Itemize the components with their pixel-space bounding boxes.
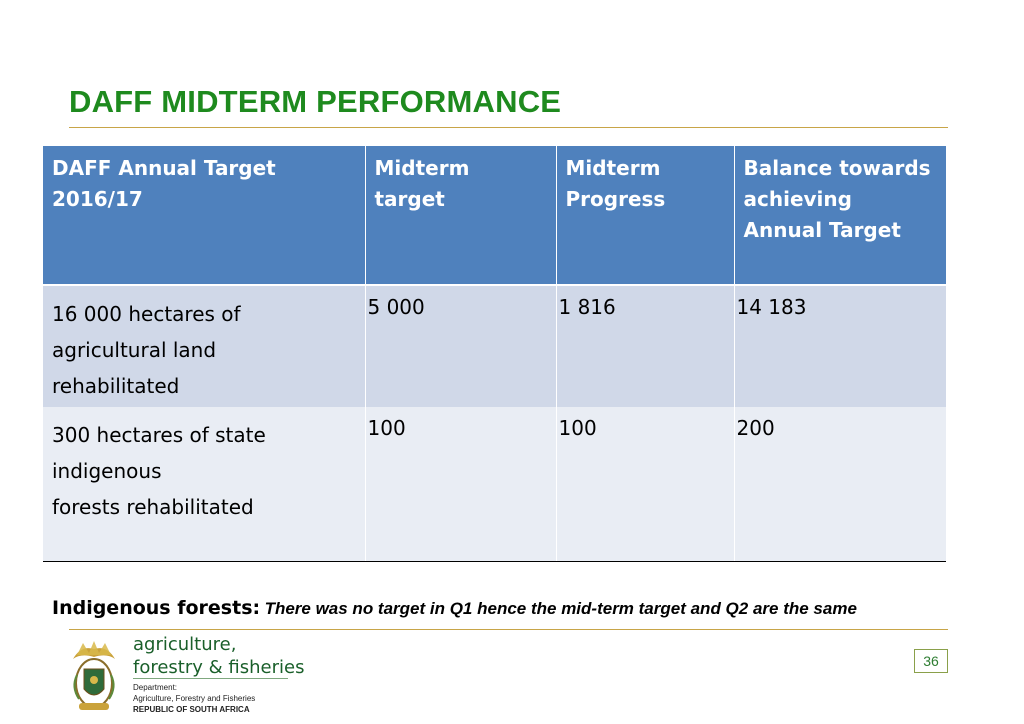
header-balance: Balance towards achieving Annual Target xyxy=(734,146,946,286)
cell-midterm-target: 5 000 xyxy=(365,285,557,407)
cell-target: 16 000 hectares of agricultural land reh… xyxy=(43,285,366,407)
footnote-label: Indigenous forests: xyxy=(52,597,261,619)
page-number: 36 xyxy=(914,649,948,673)
cell-midterm-progress: 1 816 xyxy=(556,285,735,407)
cell-midterm-progress: 100 xyxy=(556,407,735,562)
department-full-name: Agriculture, Forestry and Fisheries xyxy=(133,694,256,703)
table-row: 300 hectares of state indigenous forests… xyxy=(43,407,946,562)
cell-balance: 200 xyxy=(734,407,946,562)
header-midterm-target: Midterm target xyxy=(365,146,557,286)
footnote: Indigenous forests: There was no target … xyxy=(52,597,857,619)
cell-balance: 14 183 xyxy=(734,285,946,407)
table-header-row: DAFF Annual Target 2016/17 Midterm targe… xyxy=(43,146,946,286)
department-divider xyxy=(133,678,288,679)
cell-midterm-target: 100 xyxy=(365,407,557,562)
country-name: REPUBLIC OF SOUTH AFRICA xyxy=(133,705,250,714)
department-label: Department: xyxy=(133,683,178,692)
performance-table: DAFF Annual Target 2016/17 Midterm targe… xyxy=(43,146,946,562)
table-row: 16 000 hectares of agricultural land reh… xyxy=(43,285,946,407)
department-name: agriculture, forestry & fisheries xyxy=(133,634,305,678)
footnote-text: There was no target in Q1 hence the mid-… xyxy=(264,599,857,618)
title-divider xyxy=(69,127,948,128)
slide-title: DAFF MIDTERM PERFORMANCE xyxy=(69,84,562,119)
header-annual-target: DAFF Annual Target 2016/17 xyxy=(43,146,366,286)
header-midterm-progress: Midterm Progress xyxy=(556,146,735,286)
cell-target: 300 hectares of state indigenous forests… xyxy=(43,407,366,562)
department-details: Department: Agriculture, Forestry and Fi… xyxy=(133,682,255,715)
footer-divider xyxy=(69,629,948,630)
coat-of-arms-icon xyxy=(73,641,115,710)
